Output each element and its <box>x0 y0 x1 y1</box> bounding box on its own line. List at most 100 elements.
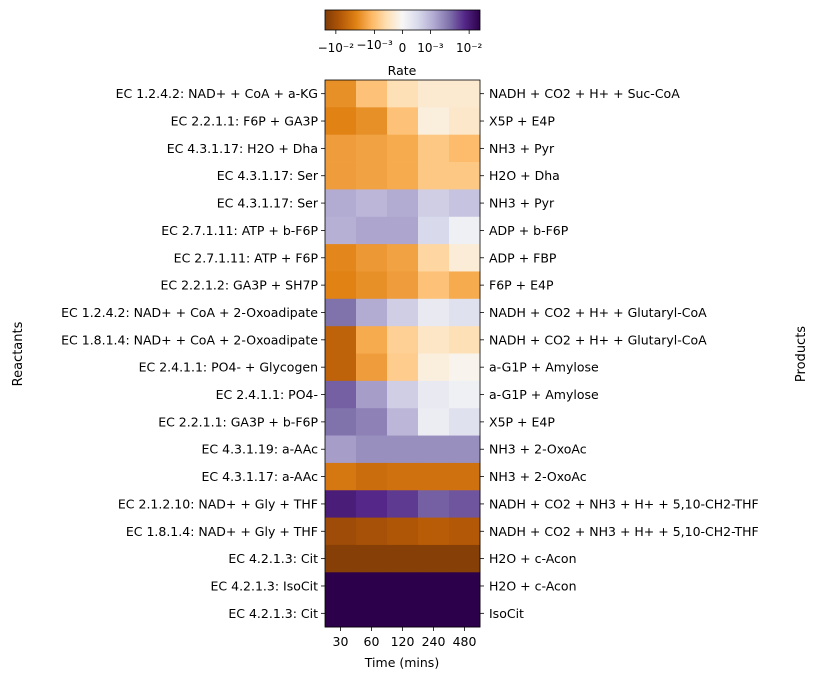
product-label: ADP + b-F6P <box>489 223 569 238</box>
heatmap-cell <box>418 134 450 163</box>
product-label: H2O + Dha <box>489 168 560 183</box>
product-label: NADH + CO2 + H+ + Glutaryl-CoA <box>489 332 707 347</box>
heatmap-cell <box>449 107 481 136</box>
heatmap-cell <box>356 216 388 245</box>
product-label: H2O + c-Acon <box>489 551 577 566</box>
heatmap-cell <box>356 80 388 108</box>
reactant-label: EC 4.3.1.17: Ser <box>217 196 319 211</box>
heatmap-cell <box>325 271 357 300</box>
y-axis-label-right: Products <box>794 326 809 382</box>
reactant-label: EC 1.8.1.4: NAD+ + CoA + 2-Oxoadipate <box>61 332 318 347</box>
heatmap-cell <box>449 162 481 190</box>
heatmap-cell <box>418 599 450 628</box>
heatmap-cell <box>387 271 419 300</box>
heatmap-cell <box>325 134 357 163</box>
heatmap-cell <box>449 462 481 491</box>
product-label: H2O + c-Acon <box>489 578 577 593</box>
heatmap-cell <box>449 380 481 409</box>
heatmap-cell <box>418 572 450 601</box>
heatmap-cell <box>449 517 481 546</box>
product-label: NADH + CO2 + H+ + Suc-CoA <box>489 86 680 101</box>
x-tick-label: 60 <box>364 634 380 649</box>
colorbar-tick-label: 10⁻² <box>456 41 483 55</box>
reactant-label: EC 4.2.1.3: IsoCit <box>211 578 319 593</box>
heatmap-cell <box>418 435 450 464</box>
heatmap-cell <box>418 380 450 409</box>
product-label: NH3 + Pyr <box>489 141 555 156</box>
product-label: X5P + E4P <box>489 114 555 129</box>
reactant-label: EC 2.2.1.1: GA3P + b-F6P <box>158 414 318 429</box>
heatmap-cell <box>449 435 481 464</box>
heatmap-cell <box>387 517 419 546</box>
reactant-label: EC 2.2.1.2: GA3P + SH7P <box>161 278 319 293</box>
heatmap-cell <box>387 462 419 491</box>
heatmap-cell <box>356 572 388 601</box>
reactant-label: EC 2.2.1.1: F6P + GA3P <box>171 114 319 129</box>
heatmap-cell <box>449 80 481 108</box>
heatmap-cell <box>418 162 450 190</box>
reactant-label: EC 4.2.1.3: Cit <box>228 551 318 566</box>
reactant-label: EC 4.3.1.19: a-AAc <box>202 442 319 457</box>
product-label: a-G1P + Amylose <box>489 360 599 375</box>
heatmap-cell <box>387 408 419 436</box>
heatmap-cell <box>325 544 357 573</box>
x-tick-label: 480 <box>453 634 477 649</box>
heatmap-cell <box>356 490 388 518</box>
reactant-labels: EC 1.2.4.2: NAD+ + CoA + a-KG EC 2.2.1.1:… <box>61 86 325 621</box>
heatmap-cell <box>449 490 481 518</box>
heatmap-cell <box>449 271 481 300</box>
heatmap-cell <box>387 380 419 409</box>
heatmap-cell <box>449 572 481 601</box>
heatmap-cell <box>356 271 388 300</box>
product-label: NH3 + 2-OxoAc <box>489 469 587 484</box>
heatmap-cell <box>325 462 357 491</box>
heatmap-cell <box>387 216 419 245</box>
heatmap-cell <box>325 599 357 628</box>
reactant-label: EC 2.7.1.11: ATP + b-F6P <box>161 223 318 238</box>
heatmap-cell <box>449 298 481 327</box>
heatmap-cell <box>325 189 357 218</box>
heatmap-cell <box>387 134 419 163</box>
heatmap-cell <box>387 326 419 354</box>
product-label: X5P + E4P <box>489 414 555 429</box>
product-label: NH3 + 2-OxoAc <box>489 442 587 457</box>
heatmap-cell <box>387 435 419 464</box>
reactant-label: EC 4.3.1.17: a-AAc <box>202 469 319 484</box>
product-label: F6P + E4P <box>489 278 554 293</box>
heatmap-cell <box>325 162 357 190</box>
heatmap-cell <box>418 462 450 491</box>
heatmap-cell <box>387 162 419 190</box>
product-label: a-G1P + Amylose <box>489 387 599 402</box>
product-label: IsoCit <box>489 606 524 621</box>
colorbar: −10⁻² −10⁻³ 0 10⁻³ 10⁻² <box>318 9 483 55</box>
heatmap-cell <box>449 544 481 573</box>
colorbar-label: Rate <box>388 63 417 78</box>
reactant-label: EC 2.4.1.1: PO4- <box>216 387 318 402</box>
product-label: NADH + CO2 + NH3 + H+ + 5,10-CH2-THF <box>489 496 759 511</box>
heatmap-cell <box>356 435 388 464</box>
heatmap-cell <box>418 298 450 327</box>
colorbar-tick-label: 10⁻³ <box>417 41 444 55</box>
heatmap-cell <box>387 490 419 518</box>
heatmap-cell <box>387 599 419 628</box>
heatmap-cell <box>325 408 357 436</box>
heatmap-cell <box>325 298 357 327</box>
heatmap-cell <box>418 244 450 272</box>
reactant-label: EC 4.3.1.17: Ser <box>217 168 319 183</box>
x-tick-label: 30 <box>333 634 349 649</box>
reactant-label: EC 2.1.2.10: NAD+ + Gly + THF <box>118 496 318 511</box>
reactant-label: EC 4.2.1.3: Cit <box>228 606 318 621</box>
heatmap-cell <box>418 189 450 218</box>
heatmap-cell <box>356 107 388 136</box>
heatmap-cell <box>325 353 357 382</box>
heatmap-cell <box>356 134 388 163</box>
heatmap-cell <box>356 544 388 573</box>
heatmap-cell <box>325 380 357 409</box>
heatmap-cell <box>356 326 388 354</box>
heatmap-cell <box>449 244 481 272</box>
product-label: NADH + CO2 + NH3 + H+ + 5,10-CH2-THF <box>489 524 759 539</box>
heatmap-cell <box>387 298 419 327</box>
heatmap-cell <box>356 517 388 546</box>
heatmap-cell <box>418 80 450 108</box>
